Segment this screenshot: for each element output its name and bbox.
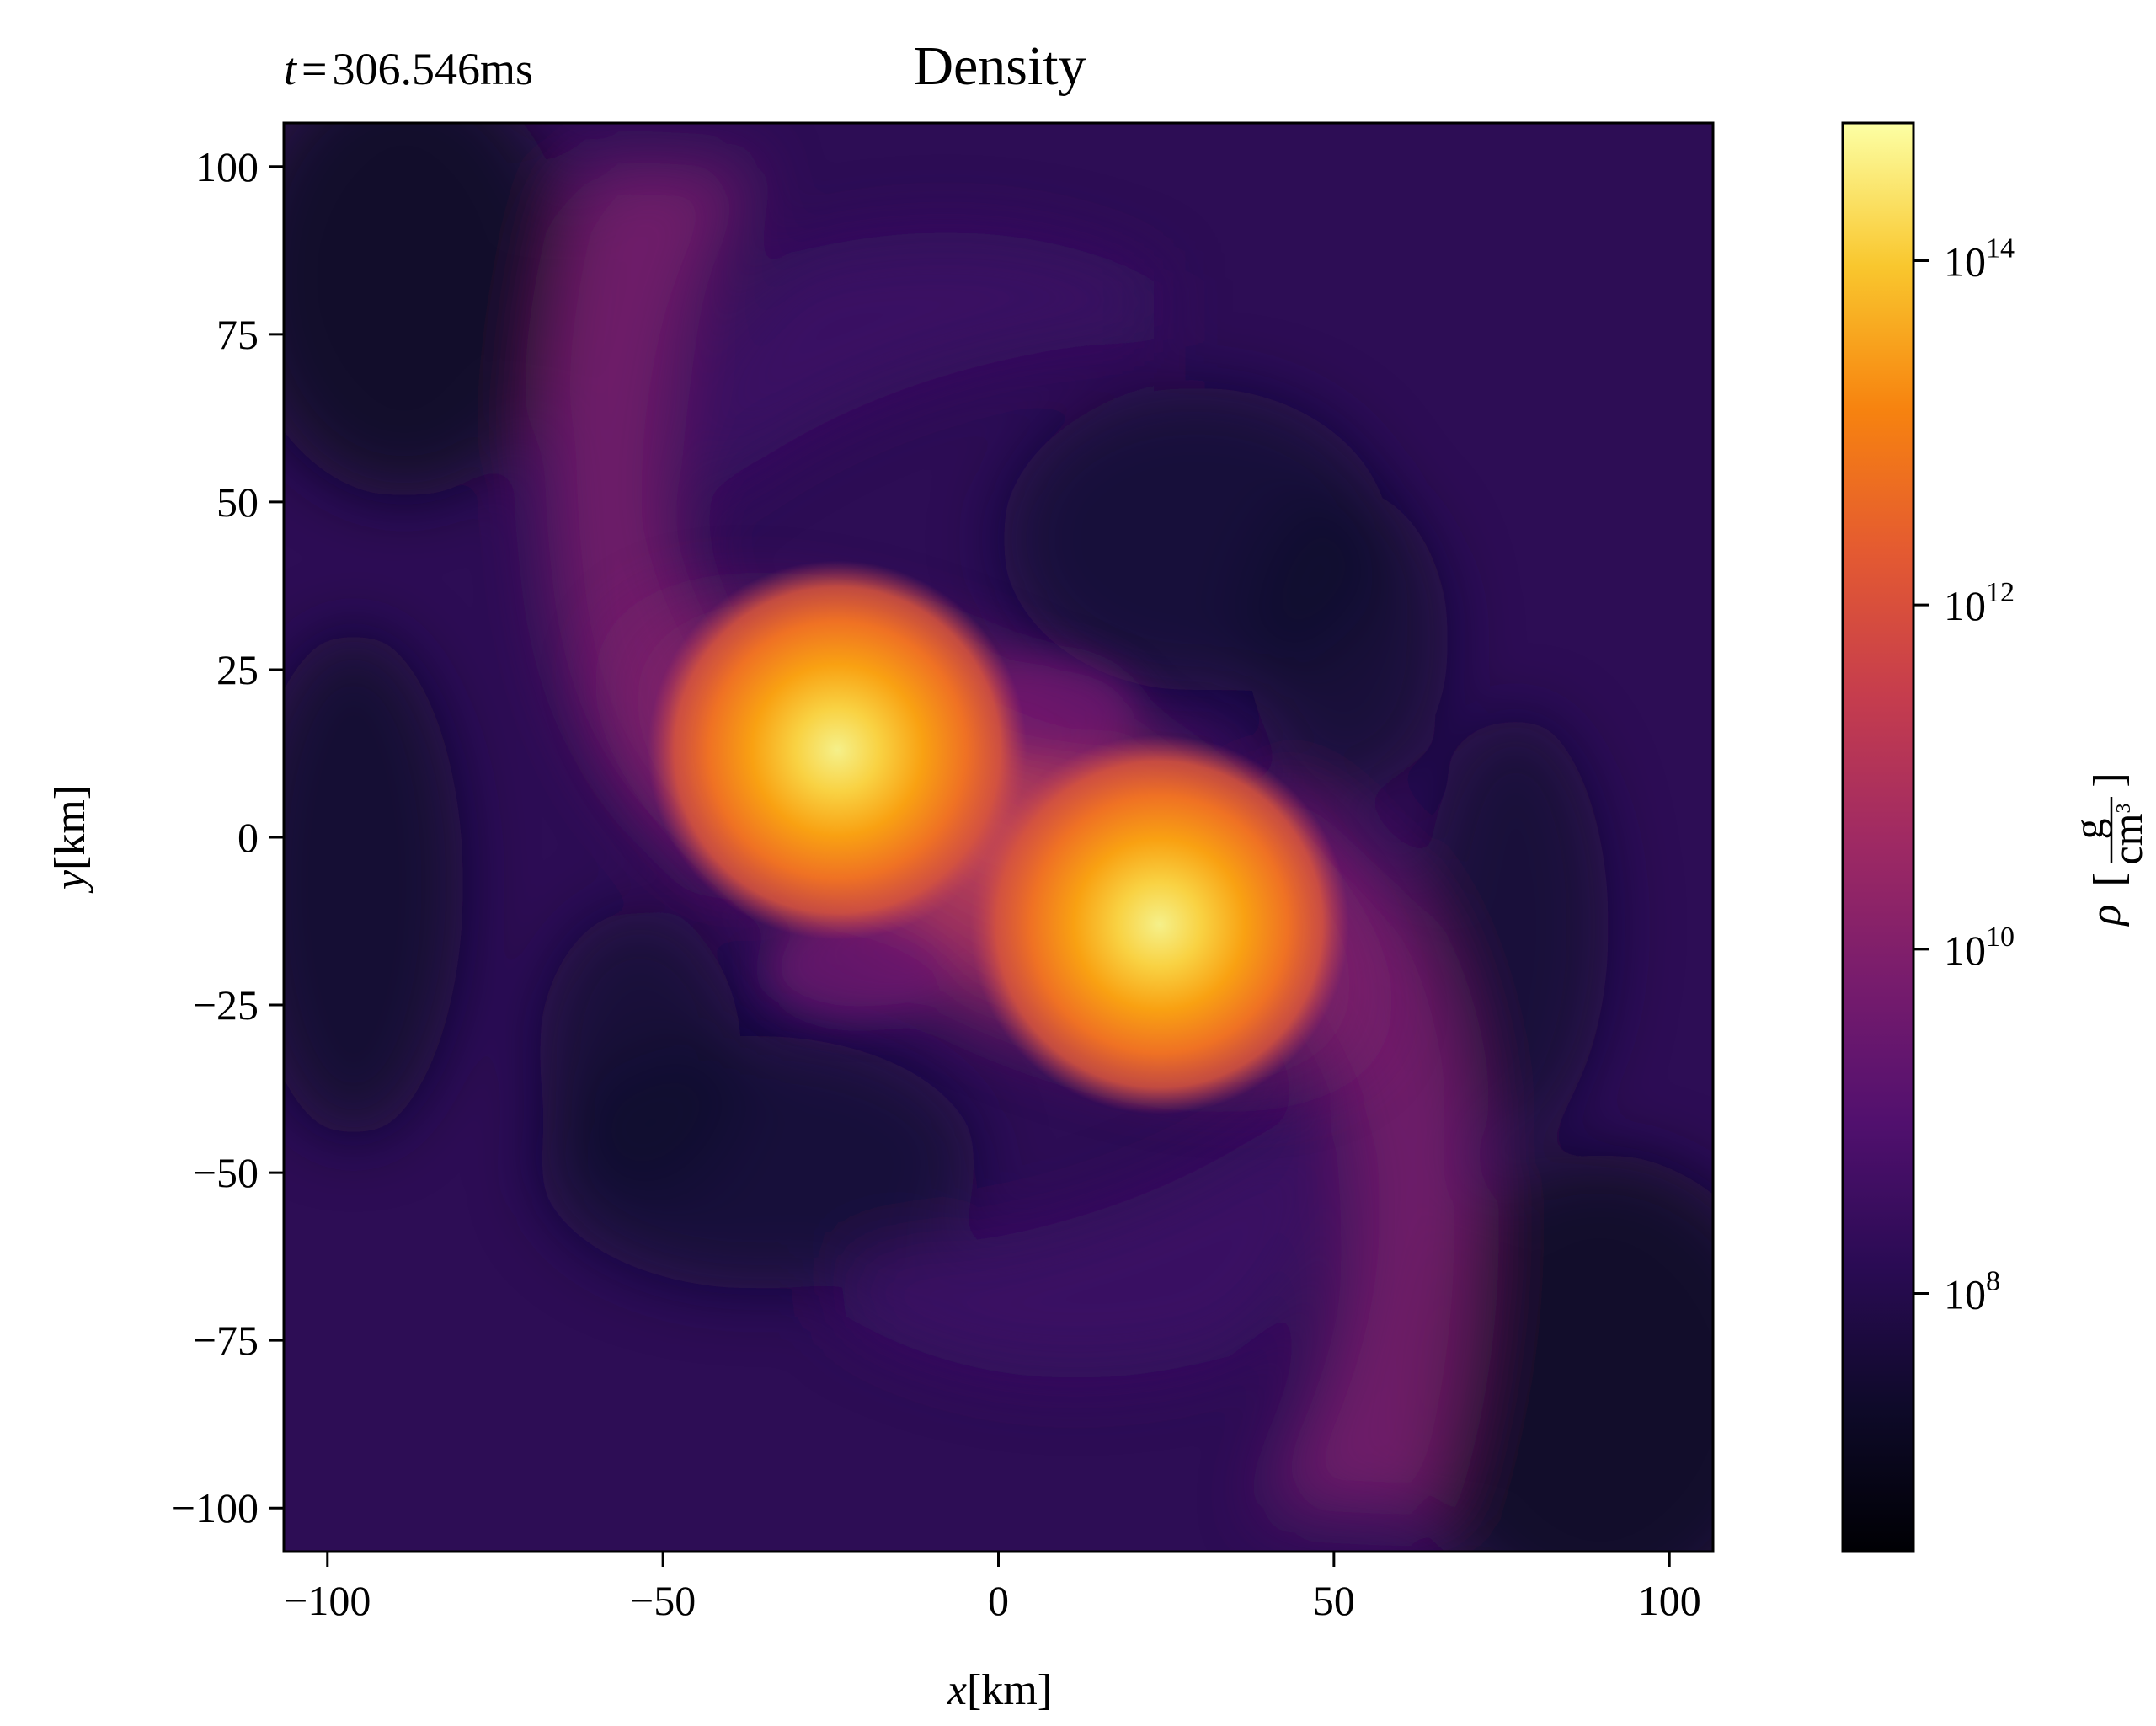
x-tick-label: 100: [1638, 1577, 1701, 1624]
svg-text:[: [: [2085, 872, 2133, 886]
time-annotation: t = 306.546ms: [284, 44, 533, 94]
y-tick-label: −75: [193, 1317, 259, 1364]
y-tick-label: 50: [216, 478, 259, 526]
y-axis-label: y[km]: [46, 785, 94, 894]
colorbar-tick-label: 1012: [1944, 577, 2015, 629]
svg-text:cm3: cm3: [2104, 803, 2151, 864]
y-tick-label: 0: [237, 814, 259, 861]
y-tick-label: 75: [216, 311, 259, 358]
y-tick-label: −100: [172, 1484, 259, 1531]
chart-title: Density: [913, 35, 1086, 97]
x-axis: −100 −50 0 50 100: [284, 1552, 1701, 1624]
svg-text:g: g: [2065, 819, 2112, 840]
colorbar: [1841, 121, 1915, 1553]
density-peaks: [648, 560, 1349, 1114]
x-tick-label: −100: [284, 1577, 371, 1624]
x-tick-label: 0: [988, 1577, 1009, 1624]
svg-text:ρ: ρ: [2082, 905, 2130, 927]
y-tick-label: 100: [195, 143, 259, 190]
colorbar-tick-label: 108: [1944, 1265, 2000, 1317]
density-peak-1: [648, 560, 1027, 940]
svg-text:]: ]: [2085, 772, 2133, 787]
colorbar-label: ρ [ g cm3 ]: [2065, 772, 2151, 927]
colorbar-ticks: 108 1010 1012 1014: [1913, 232, 2015, 1317]
colorbar-tick-label: 1010: [1944, 922, 2015, 974]
y-tick-label: 25: [216, 646, 259, 693]
x-tick-label: −50: [630, 1577, 696, 1624]
y-tick-label: −50: [193, 1149, 259, 1196]
density-peak-2: [969, 735, 1349, 1114]
y-axis: 100 75 50 25 0 −25 −50 −75 −100: [172, 143, 284, 1531]
x-tick-label: 50: [1313, 1577, 1355, 1624]
density-heatmap: [284, 123, 1713, 1552]
colorbar-tick-label: 1014: [1944, 232, 2015, 285]
y-tick-label: −25: [193, 981, 259, 1029]
x-axis-label: x[km]: [947, 1666, 1052, 1714]
